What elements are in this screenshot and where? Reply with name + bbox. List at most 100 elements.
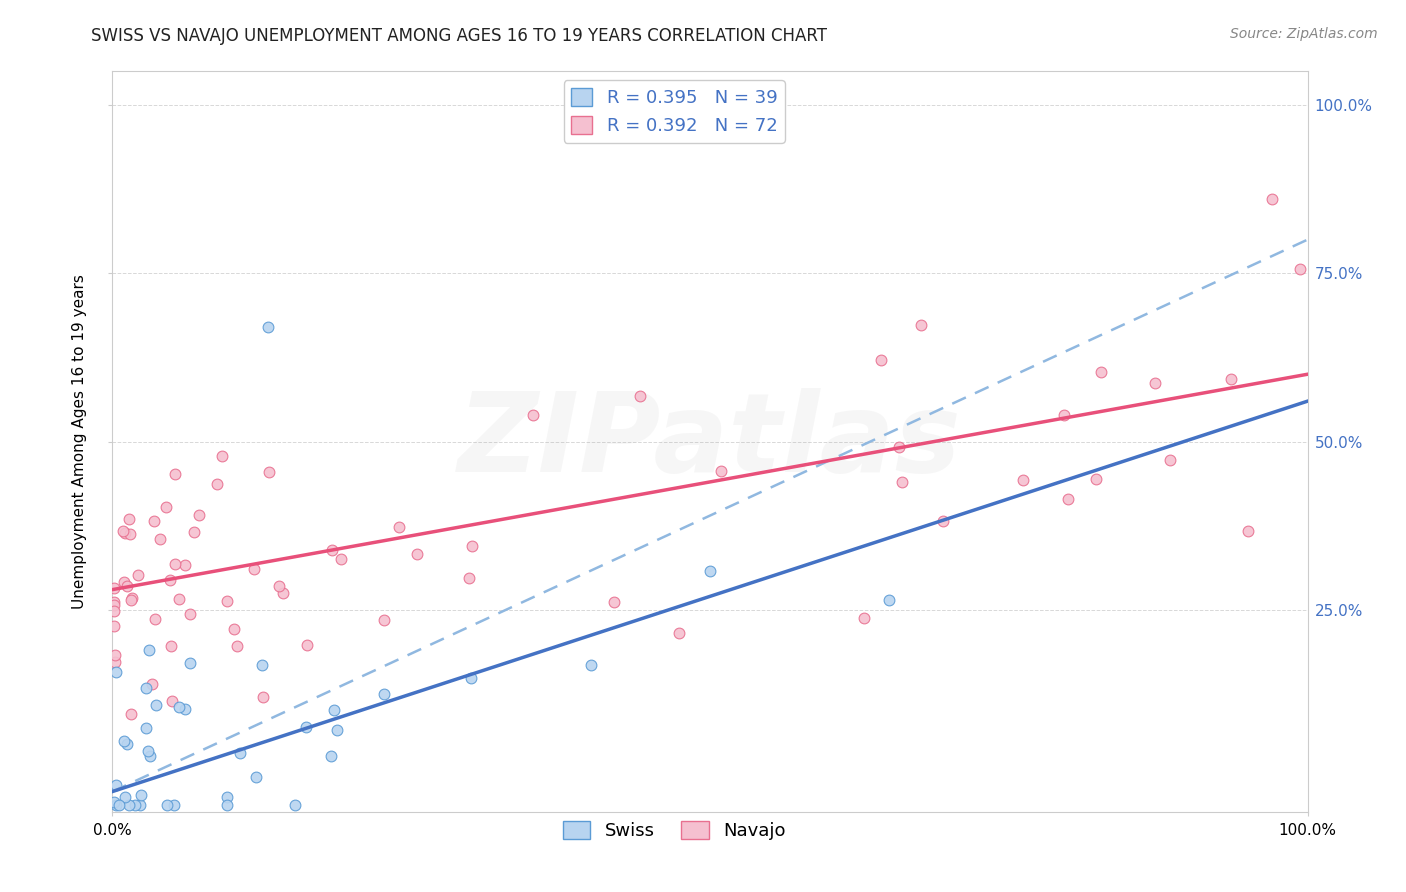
Y-axis label: Unemployment Among Ages 16 to 19 years: Unemployment Among Ages 16 to 19 years bbox=[73, 274, 87, 609]
Point bbox=[145, 612, 167, 626]
Point bbox=[257, 320, 280, 334]
Point bbox=[259, 465, 281, 479]
Point bbox=[149, 533, 172, 547]
Point bbox=[174, 558, 197, 572]
Point bbox=[105, 665, 128, 679]
Point bbox=[124, 797, 146, 812]
Point bbox=[129, 788, 152, 802]
Point bbox=[103, 581, 125, 595]
Point bbox=[165, 467, 187, 481]
Point bbox=[869, 353, 891, 368]
Point bbox=[699, 564, 721, 578]
Point bbox=[217, 789, 239, 804]
Point bbox=[295, 720, 318, 734]
Point bbox=[322, 702, 344, 716]
Text: Source: ZipAtlas.com: Source: ZipAtlas.com bbox=[1230, 27, 1378, 41]
Point bbox=[242, 562, 264, 576]
Point bbox=[136, 744, 159, 758]
Point bbox=[105, 778, 128, 792]
Point bbox=[159, 573, 181, 587]
Point bbox=[1236, 524, 1258, 539]
Point bbox=[229, 746, 252, 760]
Point bbox=[373, 613, 395, 627]
Point bbox=[118, 797, 141, 812]
Point bbox=[120, 527, 142, 541]
Point bbox=[887, 440, 910, 454]
Point bbox=[326, 723, 349, 737]
Point bbox=[138, 642, 160, 657]
Point bbox=[284, 797, 307, 812]
Point bbox=[111, 524, 134, 539]
Point bbox=[179, 656, 201, 670]
Point bbox=[156, 797, 179, 812]
Point bbox=[1053, 408, 1076, 422]
Point bbox=[103, 595, 125, 609]
Point bbox=[1261, 192, 1284, 206]
Point bbox=[108, 797, 131, 812]
Point bbox=[406, 547, 429, 561]
Point bbox=[1057, 492, 1080, 507]
Point bbox=[127, 568, 149, 582]
Point bbox=[117, 737, 139, 751]
Point bbox=[1159, 452, 1181, 467]
Point bbox=[114, 789, 136, 804]
Point bbox=[295, 639, 318, 653]
Point bbox=[879, 593, 901, 607]
Legend: Swiss, Navajo: Swiss, Navajo bbox=[555, 814, 793, 847]
Point bbox=[160, 639, 183, 653]
Point bbox=[329, 551, 352, 566]
Point bbox=[217, 797, 239, 812]
Point bbox=[183, 524, 205, 539]
Point bbox=[460, 671, 482, 685]
Point bbox=[245, 771, 267, 785]
Point bbox=[155, 500, 177, 514]
Point bbox=[117, 579, 139, 593]
Point bbox=[117, 512, 139, 526]
Point bbox=[129, 797, 152, 812]
Point bbox=[173, 702, 195, 716]
Point bbox=[205, 476, 228, 491]
Point bbox=[267, 579, 290, 593]
Point bbox=[104, 648, 127, 663]
Point bbox=[179, 607, 201, 621]
Point bbox=[457, 571, 479, 585]
Point bbox=[103, 619, 125, 633]
Point bbox=[252, 690, 274, 705]
Text: SWISS VS NAVAJO UNEMPLOYMENT AMONG AGES 16 TO 19 YEARS CORRELATION CHART: SWISS VS NAVAJO UNEMPLOYMENT AMONG AGES … bbox=[91, 27, 827, 45]
Point bbox=[388, 520, 411, 534]
Point bbox=[630, 389, 652, 403]
Point bbox=[188, 508, 211, 523]
Point bbox=[114, 525, 136, 540]
Point bbox=[1090, 365, 1112, 379]
Point bbox=[853, 611, 876, 625]
Point bbox=[103, 599, 125, 613]
Point bbox=[226, 639, 249, 653]
Point bbox=[271, 585, 294, 599]
Point bbox=[1143, 376, 1166, 391]
Point bbox=[217, 593, 239, 607]
Point bbox=[143, 514, 166, 528]
Point bbox=[1289, 261, 1312, 276]
Point bbox=[373, 687, 395, 701]
Point bbox=[710, 464, 733, 478]
Point bbox=[145, 698, 167, 712]
Point bbox=[135, 681, 157, 695]
Point bbox=[250, 658, 273, 673]
Point bbox=[120, 706, 142, 721]
Point bbox=[461, 539, 484, 553]
Text: ZIPatlas: ZIPatlas bbox=[458, 388, 962, 495]
Point bbox=[104, 797, 127, 812]
Point bbox=[932, 515, 955, 529]
Point bbox=[163, 557, 186, 571]
Point bbox=[211, 449, 233, 463]
Point bbox=[1220, 372, 1243, 386]
Point bbox=[103, 604, 125, 618]
Point bbox=[120, 593, 142, 607]
Point bbox=[321, 542, 343, 557]
Point bbox=[104, 655, 127, 669]
Point bbox=[167, 700, 190, 714]
Point bbox=[160, 693, 183, 707]
Point bbox=[167, 591, 190, 606]
Point bbox=[224, 623, 246, 637]
Point bbox=[121, 591, 143, 606]
